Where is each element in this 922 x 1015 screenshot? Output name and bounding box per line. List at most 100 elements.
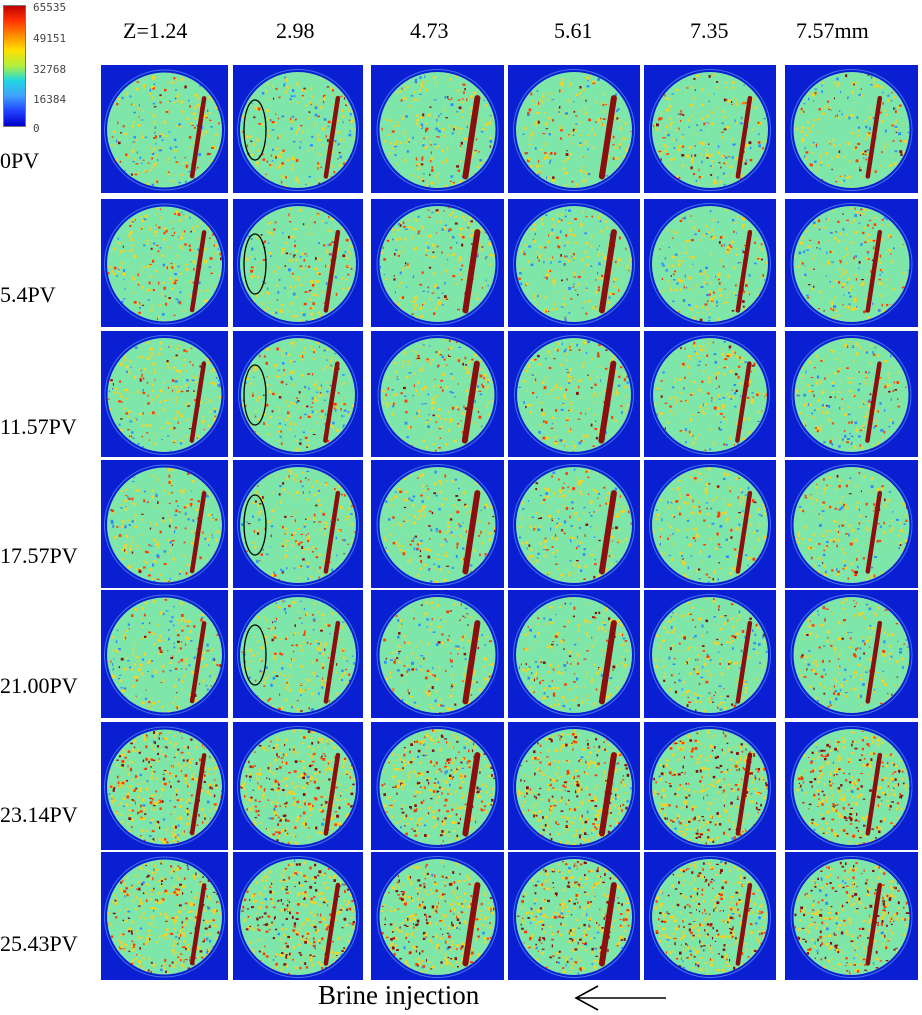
- colorbar-tick-min: 0: [33, 122, 40, 135]
- row-label-21-00pv: 21.00PV: [0, 673, 78, 698]
- colorbar-legend: 65535 49151 32768 16384 0: [3, 2, 79, 134]
- ct-slice-image: [376, 203, 499, 325]
- ct-slice-image: [514, 335, 634, 455]
- row-label-5-4pv: 5.4PV: [0, 282, 56, 307]
- row-label-25-43pv: 25.43PV: [0, 931, 78, 956]
- ct-slice-tile: [101, 65, 228, 193]
- ct-slice-image: [513, 594, 635, 716]
- ct-slice-tile: [644, 722, 776, 850]
- ct-slice-tile: [785, 460, 918, 588]
- ct-slice-tile: [101, 199, 228, 327]
- row-label-11-57pv: 11.57PV: [0, 414, 77, 439]
- column-header-z735: 7.35: [690, 18, 729, 43]
- ct-slice-image: [104, 594, 225, 716]
- colorbar-tick-low: 16384: [33, 93, 67, 106]
- ct-slice-image: [649, 856, 771, 978]
- core-sample-disc: [107, 859, 222, 975]
- core-sample-disc: [652, 206, 768, 322]
- ct-slice-tile: [371, 199, 504, 327]
- core-sample-disc: [240, 859, 356, 975]
- core-sample-disc: [793, 467, 910, 583]
- ct-slice-tile: [233, 65, 363, 193]
- ct-slice-image: [376, 464, 499, 586]
- brine-injection-label: Brine injection: [318, 980, 480, 1010]
- ct-slice-image: [104, 335, 225, 455]
- column-header-z473: 4.73: [410, 18, 449, 43]
- ct-slice-image: [650, 335, 770, 455]
- ct-slice-tile: [371, 65, 504, 193]
- colorbar-tick-high: 49151: [33, 32, 67, 45]
- ct-slice-tile: [644, 199, 776, 327]
- ct-slice-image: [649, 726, 771, 848]
- ct-slice-image: [791, 335, 912, 455]
- column-header-z561: 5.61: [554, 18, 593, 43]
- ct-slice-image: [376, 856, 499, 978]
- ct-slice-image: [790, 594, 913, 716]
- ct-slice-tile: [644, 331, 776, 457]
- ct-slice-tile: [233, 722, 363, 850]
- ct-slice-tile: [508, 331, 640, 457]
- ct-slice-image: [376, 69, 499, 191]
- ct-slice-image: [790, 726, 913, 848]
- ct-slice-tile: [371, 331, 504, 457]
- ct-slice-tile: [101, 852, 228, 980]
- ct-slice-tile: [785, 852, 918, 980]
- core-sample-disc: [107, 338, 222, 452]
- ct-slice-tile: [785, 722, 918, 850]
- highlight-ellipse: [243, 624, 267, 686]
- core-sample-disc: [652, 597, 768, 713]
- ct-slice-image: [790, 464, 913, 586]
- row-label-0pv: 0PV: [0, 148, 40, 173]
- ct-slice-tile: [101, 331, 228, 457]
- ct-slice-image: [237, 594, 359, 716]
- ct-slice-image: [237, 856, 359, 978]
- ct-slice-image: [649, 203, 771, 325]
- ct-slice-tile: [233, 460, 363, 588]
- ct-slice-tile: [785, 199, 918, 327]
- ct-slice-tile: [644, 852, 776, 980]
- colorbar-gradient: [3, 5, 26, 127]
- core-sample-disc: [107, 467, 222, 583]
- ct-slice-image: [104, 203, 225, 325]
- ct-slice-image: [649, 464, 771, 586]
- left-arrow-icon: [574, 985, 666, 1011]
- ct-slice-tile: [785, 590, 918, 718]
- ct-slice-tile: [101, 460, 228, 588]
- ct-slice-tile: [508, 65, 640, 193]
- ct-slice-tile: [101, 722, 228, 850]
- ct-slice-image: [377, 335, 498, 455]
- ct-slice-image: [376, 726, 499, 848]
- ct-slice-image: [237, 726, 359, 848]
- ct-slice-tile: [233, 590, 363, 718]
- core-sample-disc: [240, 206, 356, 322]
- ct-slice-tile: [508, 460, 640, 588]
- highlight-ellipse: [243, 233, 267, 295]
- ct-slice-image: [513, 203, 635, 325]
- column-header-z298: 2.98: [276, 18, 315, 43]
- core-sample-disc: [653, 338, 767, 452]
- ct-slice-tile: [371, 590, 504, 718]
- ct-slice-tile: [644, 590, 776, 718]
- ct-slice-tile: [785, 65, 918, 193]
- ct-slice-tile: [644, 65, 776, 193]
- ct-slice-image: [104, 69, 225, 191]
- core-sample-disc: [516, 206, 632, 322]
- ct-slice-image: [376, 594, 499, 716]
- core-sample-disc: [652, 72, 768, 188]
- ct-slice-tile: [508, 590, 640, 718]
- ct-slice-tile: [508, 722, 640, 850]
- ct-slice-image: [104, 464, 225, 586]
- column-header-z757: 7.57mm: [796, 18, 869, 43]
- ct-slice-tile: [371, 852, 504, 980]
- ct-slice-tile: [508, 852, 640, 980]
- column-header-z124: Z=1.24: [123, 18, 188, 43]
- row-label-17-57pv: 17.57PV: [0, 543, 78, 568]
- core-sample-disc: [241, 338, 355, 452]
- ct-slice-image: [104, 726, 225, 848]
- ct-slice-image: [790, 856, 913, 978]
- ct-slice-image: [790, 69, 913, 191]
- highlight-ellipse: [243, 364, 267, 426]
- ct-slice-image: [513, 464, 635, 586]
- core-sample-disc: [793, 72, 910, 188]
- ct-slice-image: [649, 69, 771, 191]
